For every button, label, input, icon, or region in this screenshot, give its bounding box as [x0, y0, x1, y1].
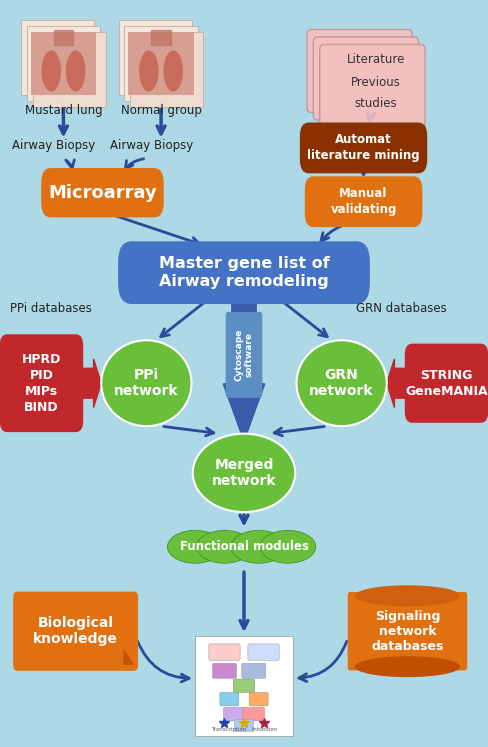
Text: Manual
validating: Manual validating	[330, 187, 397, 216]
Polygon shape	[387, 359, 409, 408]
Ellipse shape	[102, 341, 192, 426]
FancyBboxPatch shape	[0, 335, 83, 432]
FancyBboxPatch shape	[130, 32, 203, 107]
FancyBboxPatch shape	[209, 644, 240, 660]
FancyBboxPatch shape	[320, 45, 425, 128]
Ellipse shape	[139, 51, 159, 92]
Ellipse shape	[41, 51, 61, 92]
Ellipse shape	[197, 530, 252, 563]
FancyBboxPatch shape	[31, 32, 96, 95]
FancyBboxPatch shape	[224, 707, 245, 721]
FancyBboxPatch shape	[226, 312, 263, 397]
Text: HPRD
PID
MIPs
BIND: HPRD PID MIPs BIND	[22, 353, 61, 414]
FancyBboxPatch shape	[243, 707, 264, 721]
Polygon shape	[79, 359, 102, 408]
Ellipse shape	[355, 657, 460, 677]
Text: Merged
network: Merged network	[212, 458, 276, 488]
Text: PPi databases: PPi databases	[10, 303, 92, 315]
FancyBboxPatch shape	[220, 692, 239, 706]
Ellipse shape	[231, 530, 286, 563]
FancyBboxPatch shape	[195, 636, 293, 736]
FancyBboxPatch shape	[249, 692, 268, 706]
Polygon shape	[123, 648, 134, 665]
Text: Signaling
network
databases: Signaling network databases	[371, 610, 444, 653]
Text: Previous: Previous	[351, 75, 401, 89]
Text: Master gene list of
Airway remodeling: Master gene list of Airway remodeling	[159, 256, 329, 289]
Ellipse shape	[260, 530, 316, 563]
Text: Normal group: Normal group	[121, 105, 202, 117]
Text: Mustard lung: Mustard lung	[24, 105, 102, 117]
FancyBboxPatch shape	[27, 26, 100, 101]
FancyBboxPatch shape	[234, 719, 254, 731]
FancyBboxPatch shape	[300, 123, 427, 173]
FancyBboxPatch shape	[21, 20, 94, 95]
Text: Functional modules: Functional modules	[180, 540, 308, 554]
Text: Literature: Literature	[346, 53, 405, 66]
Text: GRN databases: GRN databases	[356, 303, 447, 315]
Text: STRING
GeneMANIA: STRING GeneMANIA	[405, 369, 488, 397]
Ellipse shape	[193, 433, 295, 512]
Text: Cytoscape
software: Cytoscape software	[234, 329, 254, 381]
FancyBboxPatch shape	[405, 344, 488, 423]
Text: Airway Biopsy: Airway Biopsy	[12, 140, 95, 152]
FancyBboxPatch shape	[213, 663, 237, 678]
Text: studies: studies	[354, 96, 397, 110]
FancyBboxPatch shape	[248, 644, 279, 660]
FancyBboxPatch shape	[307, 29, 412, 112]
Text: Microarray: Microarray	[48, 184, 157, 202]
FancyBboxPatch shape	[305, 176, 423, 227]
FancyBboxPatch shape	[118, 241, 370, 304]
Ellipse shape	[297, 341, 386, 426]
FancyBboxPatch shape	[233, 679, 255, 692]
Text: Transcription   Inhibition: Transcription Inhibition	[211, 727, 277, 731]
FancyBboxPatch shape	[119, 20, 192, 95]
FancyBboxPatch shape	[33, 32, 106, 107]
Ellipse shape	[167, 530, 223, 563]
FancyBboxPatch shape	[128, 32, 194, 95]
FancyBboxPatch shape	[242, 663, 266, 678]
Text: PPi
network: PPi network	[114, 368, 179, 398]
FancyBboxPatch shape	[41, 168, 164, 217]
Text: GRN
network: GRN network	[309, 368, 374, 398]
Ellipse shape	[163, 51, 183, 92]
FancyBboxPatch shape	[347, 592, 468, 671]
Text: Airway Biopsy: Airway Biopsy	[110, 140, 193, 152]
Ellipse shape	[66, 51, 85, 92]
FancyBboxPatch shape	[124, 26, 198, 101]
FancyBboxPatch shape	[313, 37, 419, 120]
Text: Automat
literature mining: Automat literature mining	[307, 134, 420, 162]
Text: Biological
knowledge: Biological knowledge	[33, 616, 118, 646]
Ellipse shape	[355, 586, 460, 607]
Polygon shape	[224, 298, 265, 441]
FancyBboxPatch shape	[13, 592, 138, 671]
